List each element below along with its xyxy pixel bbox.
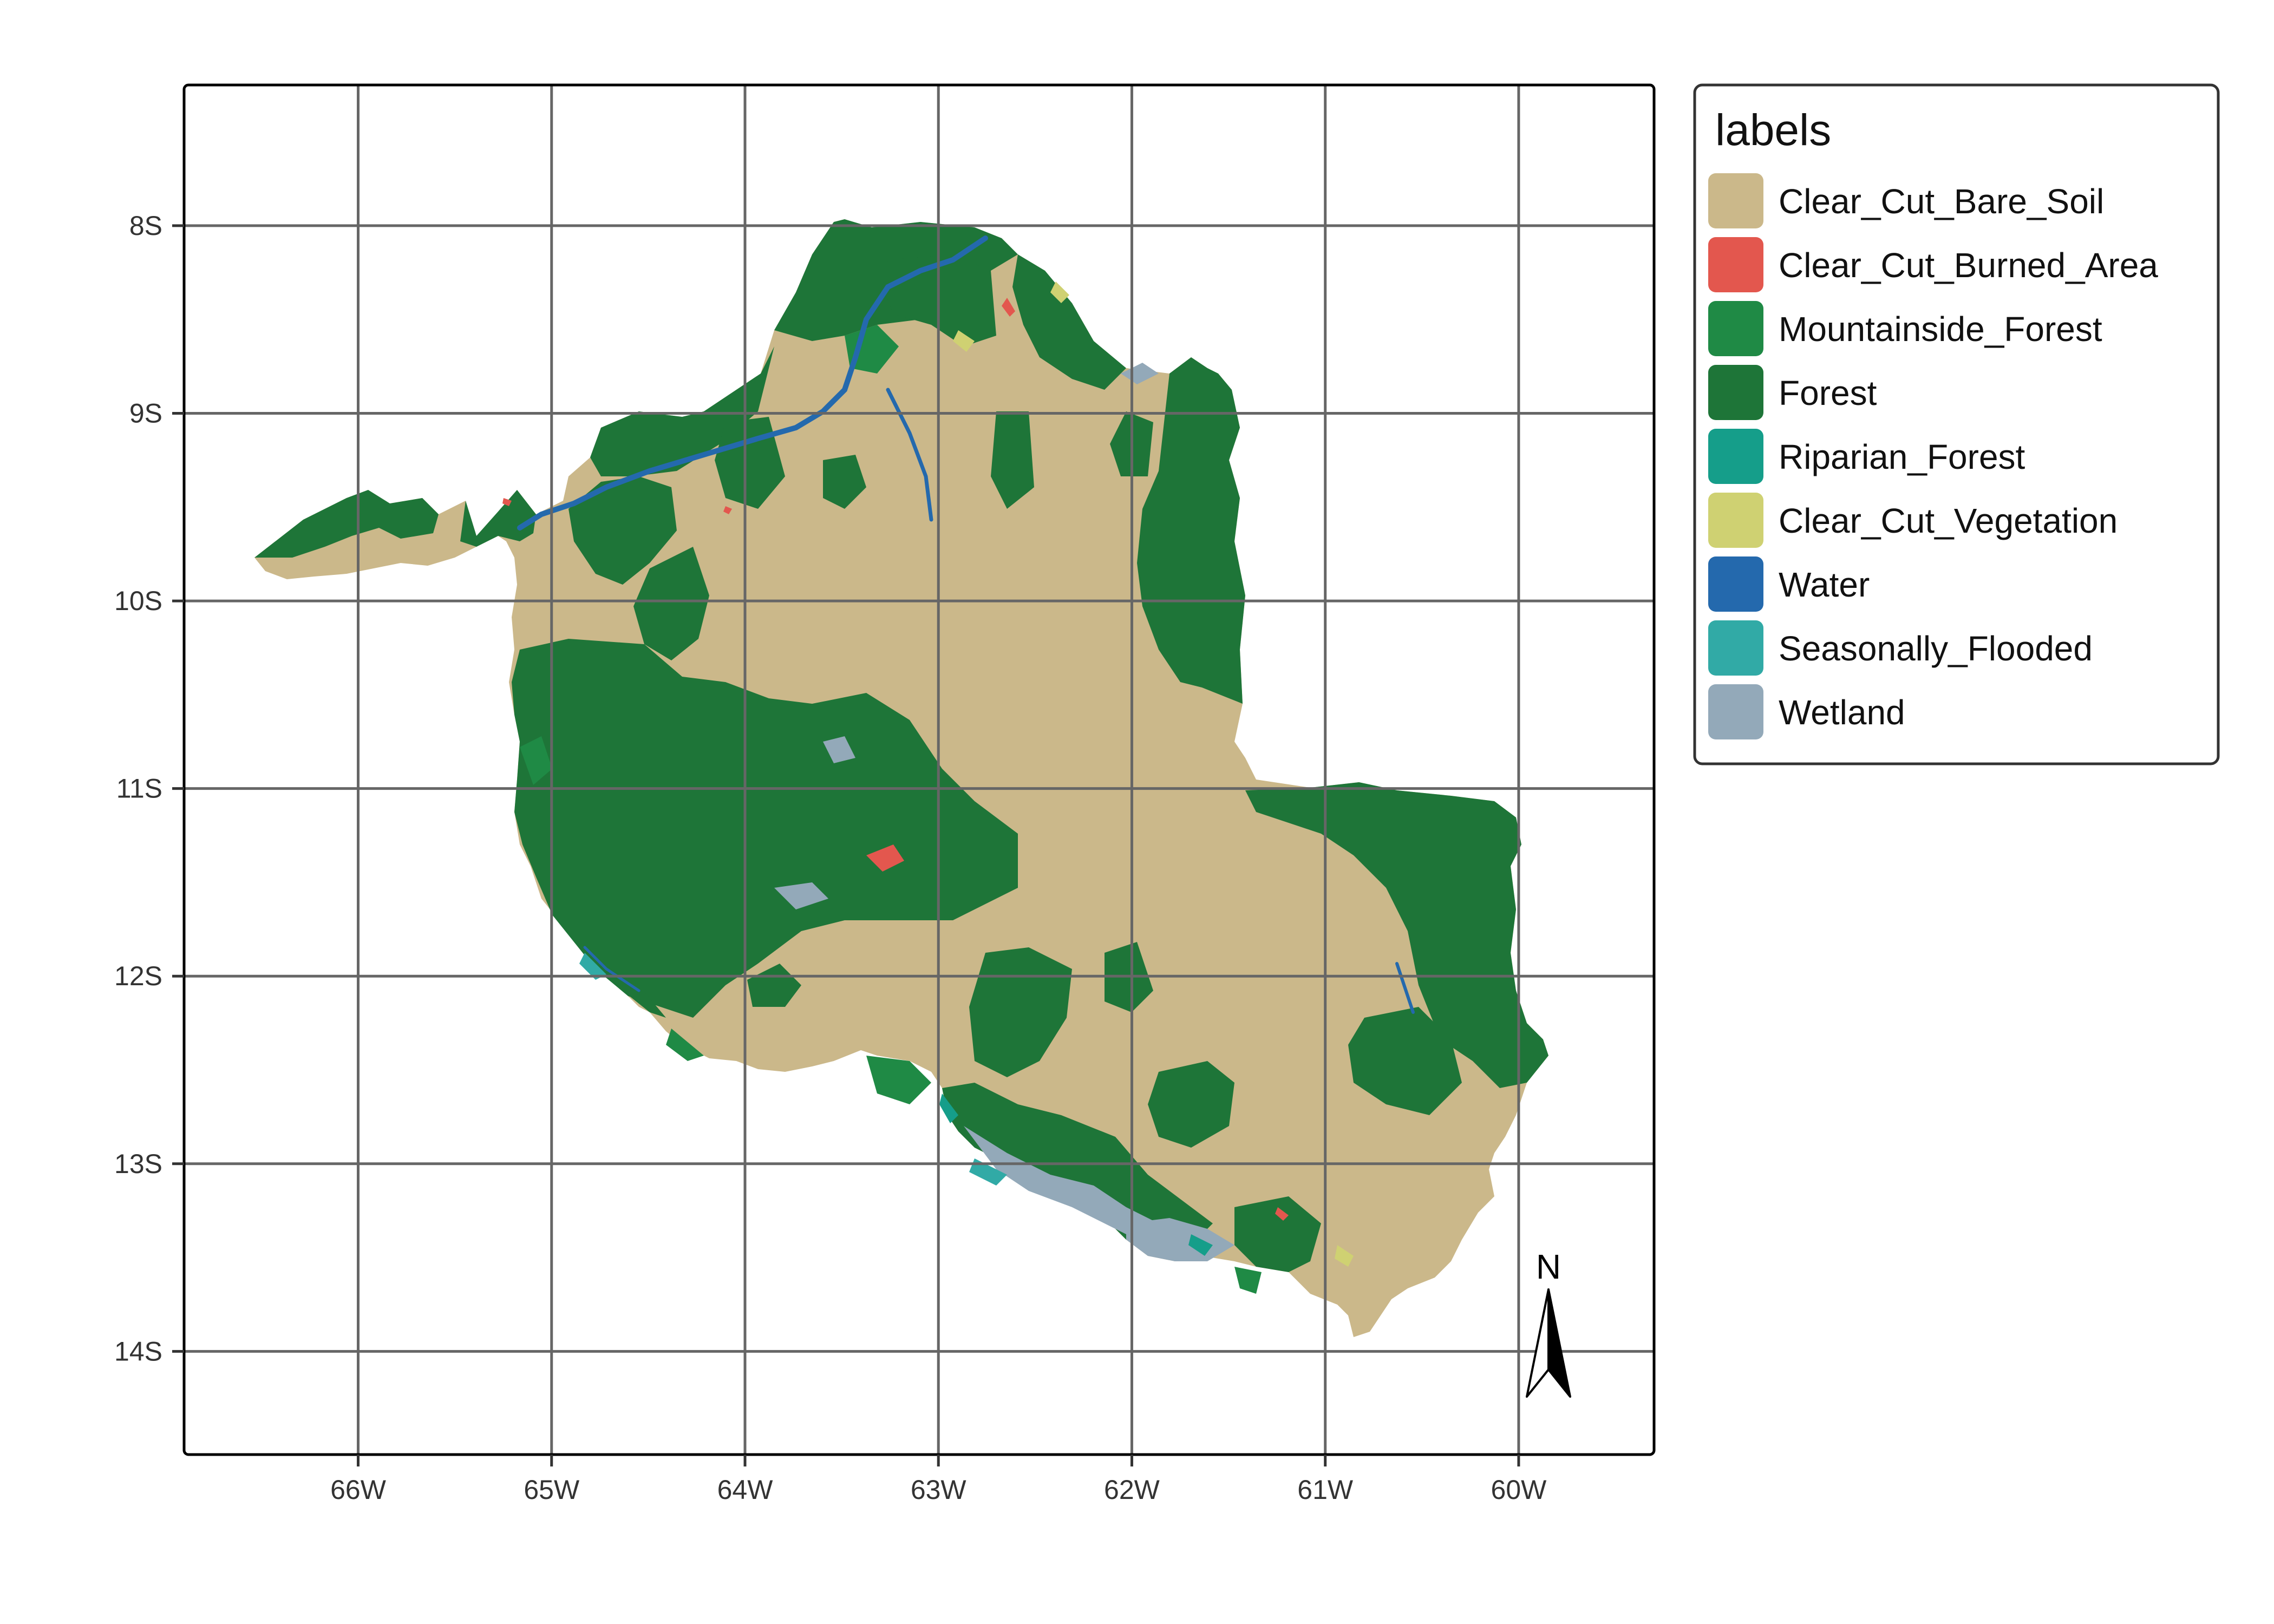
- latitude-axis: 8S 9S 10S 11S 12S 13S 14S: [114, 211, 184, 1366]
- legend-label: Clear_Cut_Bare_Soil: [1779, 182, 2104, 221]
- clear-cut-vegetation-patches: [953, 281, 1354, 1267]
- legend-item: Mountainside_Forest: [1708, 301, 2102, 356]
- land-cover-region: [254, 219, 1548, 1337]
- legend-label: Wetland: [1779, 693, 1905, 732]
- mountainside-forest-patches: [520, 325, 1262, 1294]
- legend-label: Mountainside_Forest: [1779, 310, 2102, 349]
- legend-frame: [1693, 83, 2220, 765]
- north-arrow-right-half: [1547, 1288, 1571, 1398]
- x-tick-label: 66W: [330, 1475, 387, 1505]
- legend-label: Clear_Cut_Vegetation: [1779, 501, 2118, 540]
- legend-item: Clear_Cut_Vegetation: [1708, 493, 2118, 548]
- x-tick-label: 65W: [524, 1475, 580, 1505]
- legend-item: Clear_Cut_Burned_Area: [1708, 237, 2158, 292]
- legend-item: Clear_Cut_Bare_Soil: [1708, 173, 2104, 228]
- legend-item: Seasonally_Flooded: [1708, 620, 2093, 676]
- legend-item: Water: [1708, 556, 1870, 612]
- x-tick-label: 62W: [1104, 1475, 1160, 1505]
- wetland-patches: [579, 363, 1234, 1261]
- river-lines: [517, 235, 1415, 1014]
- legend-swatch: [1708, 301, 1763, 356]
- legend-swatch: [1708, 365, 1763, 420]
- longitude-axis: 66W 65W 64W 63W 62W 61W 60W: [330, 1455, 1547, 1505]
- x-tick-label: 63W: [911, 1475, 967, 1505]
- forest-patches: [254, 219, 1548, 1272]
- north-arrow-label: N: [1536, 1247, 1561, 1286]
- legend-item: Forest: [1708, 365, 1877, 420]
- legend-item: Riparian_Forest: [1708, 429, 2025, 484]
- burned-area-patches: [502, 298, 1289, 1221]
- legend-label: Forest: [1779, 374, 1877, 412]
- y-tick-label: 13S: [114, 1149, 162, 1179]
- legend-swatch: [1708, 620, 1763, 676]
- y-tick-label: 8S: [129, 211, 162, 241]
- x-tick-label: 61W: [1297, 1475, 1354, 1505]
- legend-swatch: [1708, 173, 1763, 228]
- legend-label: Riparian_Forest: [1779, 437, 2025, 476]
- legend-label: Seasonally_Flooded: [1779, 629, 2093, 668]
- legend-swatch: [1708, 556, 1763, 612]
- legend-swatch: [1708, 237, 1763, 292]
- map-panel-frame: [182, 83, 1656, 1456]
- legend-swatch: [1708, 684, 1763, 739]
- graticule: [184, 85, 1654, 1455]
- y-tick-label: 9S: [129, 398, 162, 429]
- x-tick-label: 60W: [1491, 1475, 1547, 1505]
- north-arrow: N: [1526, 1247, 1571, 1398]
- y-tick-label: 14S: [114, 1336, 162, 1366]
- legend-swatch: [1708, 493, 1763, 548]
- legend-title: labels: [1715, 106, 1831, 155]
- legend: labels Clear_Cut_Bare_Soil Clear_Cut_Burn…: [1693, 83, 2220, 765]
- y-tick-label: 12S: [114, 961, 162, 991]
- y-tick-label: 11S: [116, 774, 162, 804]
- legend-item: Wetland: [1708, 684, 1905, 739]
- x-tick-label: 64W: [717, 1475, 774, 1505]
- legend-swatch: [1708, 429, 1763, 484]
- legend-label: Clear_Cut_Burned_Area: [1779, 246, 2158, 285]
- legend-label: Water: [1779, 565, 1870, 604]
- y-tick-label: 10S: [114, 586, 162, 616]
